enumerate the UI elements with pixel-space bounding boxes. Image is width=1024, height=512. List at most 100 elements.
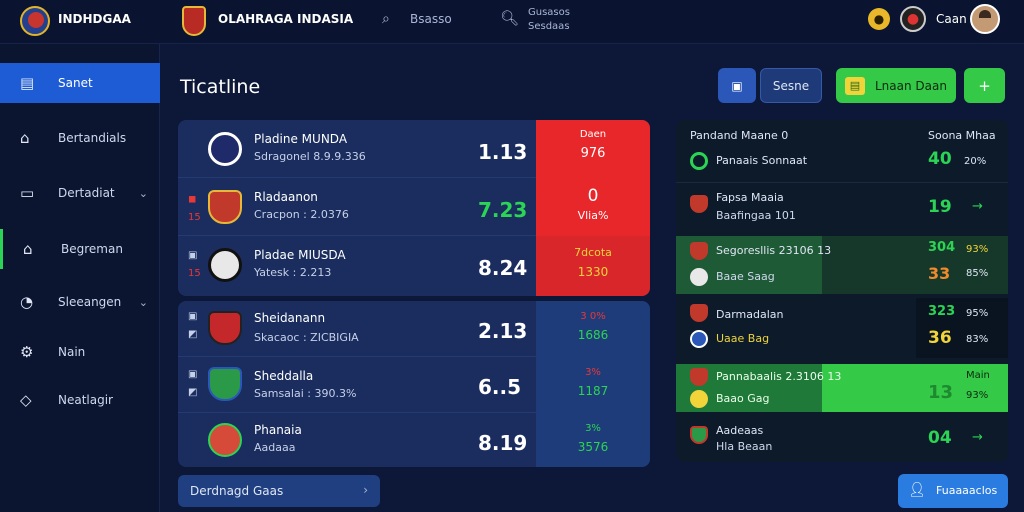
score: 2.13: [478, 319, 528, 343]
team-name: Pladine MUNDA: [254, 132, 348, 146]
sidebar-item-sanet[interactable]: ▤ Sanet: [0, 63, 160, 103]
sidebar-item-sleeangen[interactable]: ◔ Sleeangen ⌄: [0, 282, 160, 322]
team-sub: Samsalai : 390.3%: [254, 387, 357, 400]
row-value: 323: [928, 304, 956, 319]
live-scores-panel: Pandand Maane 0 Soona Mhaa Panaais Sonna…: [676, 120, 1008, 462]
row-value2: 33: [928, 264, 951, 283]
table-row[interactable]: ▣ ◩ Sheidanann Skacaoc : ZICBIGIA 2.13 3…: [178, 301, 650, 357]
scene-button[interactable]: Sesne: [760, 68, 822, 103]
list-item[interactable]: Aadeaas Hla Beaan 04 →: [676, 416, 1008, 462]
sidebar-item-neatlagir[interactable]: ◇ Neatlagir: [0, 380, 160, 420]
odds-top: 7dcota: [574, 246, 612, 259]
green-action-button[interactable]: ▤ Lnaan Daan: [836, 68, 956, 103]
sidebar-item-label: Begreman: [61, 242, 123, 256]
score: 1.13: [478, 140, 528, 164]
download-button[interactable]: Derdnagd Gaas ›: [178, 475, 380, 507]
grid-view-button[interactable]: ▣: [718, 68, 756, 103]
red-marker-icon: ◼: [188, 194, 197, 205]
list-item[interactable]: Pannabaalis 2.3106 13 Baao Gag Main 13 9…: [676, 364, 1008, 412]
notification-icon[interactable]: ●: [868, 8, 890, 30]
club-crest-icon: [182, 6, 206, 36]
team-badge: [208, 367, 242, 401]
avatar[interactable]: [970, 4, 1000, 34]
home-icon: ⌂: [20, 129, 30, 147]
team-badge: [208, 423, 242, 457]
odds-cell[interactable]: 0 Vlia%: [536, 178, 650, 236]
download-label: Derdnagd Gaas: [190, 484, 284, 498]
sidebar-item-label: Sleeangen: [58, 295, 122, 309]
news-icon: ▤: [20, 74, 35, 92]
odds-cell[interactable]: 3% 1187: [536, 357, 650, 413]
status-icon: [690, 152, 708, 170]
row-percent2: 85%: [966, 268, 989, 279]
team-badge: [208, 190, 242, 224]
followers-button[interactable]: 👤︎ Fuaaaaclos: [898, 474, 1008, 508]
sidebar-item-dertadiat[interactable]: ▭ Dertadiat ⌄: [0, 173, 160, 213]
table-row[interactable]: ▣ ◩ Sheddalla Samsalai : 390.3% 6..5 3% …: [178, 357, 650, 413]
sidebar-item-nain[interactable]: ⚙ Nain: [0, 332, 160, 372]
row-value: 04: [928, 428, 952, 448]
list-item[interactable]: Fapsa Maaia Baafingaa 101 19 →: [676, 182, 1008, 232]
odds-bottom: 1330: [577, 265, 609, 279]
list-icon: ▭: [20, 184, 35, 202]
user-name[interactable]: Caan: [936, 12, 967, 26]
table-row[interactable]: ◼ 15 Rladaanon Cracpon : 2.0376 7.23 0 V…: [178, 178, 650, 236]
list-item[interactable]: Panaais Sonnaat 40 20%: [676, 144, 1008, 178]
odds-bottom: 3576: [577, 440, 609, 454]
table-row[interactable]: Phanaia Aadaaa 8.19 3% 3576: [178, 413, 650, 467]
team-sub: Cracpon : 2.0376: [254, 208, 349, 221]
diamond-icon: ◇: [20, 391, 32, 409]
app-logo[interactable]: [20, 6, 50, 36]
odds-cell[interactable]: 3 0% 1686: [536, 301, 650, 357]
add-button[interactable]: +: [964, 68, 1005, 103]
match-panel-bottom: ▣ ◩ Sheidanann Skacaoc : ZICBIGIA 2.13 3…: [178, 301, 650, 467]
odds-top: 3%: [585, 367, 601, 378]
score-bg: [916, 298, 1008, 358]
row-value: 19: [928, 197, 952, 217]
table-row[interactable]: ▣ 15 Pladae MIUSDA Yatesk : 2.213 8.24 7…: [178, 236, 650, 296]
chevron-down-icon[interactable]: ⌄: [138, 186, 148, 200]
team-badge: [208, 132, 242, 166]
sidebar-item-bertandials[interactable]: ⌂ Bertandials: [0, 118, 160, 158]
team-crest-icon: [690, 368, 708, 386]
row-label: Segoresllis 23106 13: [716, 244, 832, 257]
arrow-right-icon[interactable]: →: [972, 430, 983, 445]
match-panel-top: Pladine MUNDA Sdragonel 8.9.9.336 1.13 D…: [178, 120, 650, 296]
sidebar-item-label: Dertadiat: [58, 186, 115, 200]
search-label[interactable]: Bsasso: [410, 12, 452, 26]
odds-bottom: 1187: [577, 384, 609, 398]
row-sub: Baafingaa 101: [716, 209, 796, 222]
grid-icon: ▣: [188, 250, 198, 261]
user-icon: 👤︎: [908, 482, 926, 498]
ticket-icon: ▤: [845, 76, 865, 95]
chevron-right-icon: ›: [363, 483, 368, 497]
list-item[interactable]: Darmadalan Uaae Bag 323 95% 36 83%: [676, 298, 1008, 358]
stats-label: Gusasos Sesdaas: [528, 6, 570, 34]
team-badge: [208, 311, 242, 345]
ball-icon[interactable]: ●: [900, 6, 926, 32]
sidebar-item-begreman[interactable]: ⌂ Begreman: [0, 229, 160, 269]
row-value: 40: [928, 149, 952, 169]
row-sub: Uaae Bag: [716, 332, 770, 345]
list-item[interactable]: Segoresllis 23106 13 Baae Saag 304 93% 3…: [676, 236, 1008, 294]
odds-top: 0: [587, 186, 599, 206]
odds-cell[interactable]: Daen 976: [536, 120, 650, 178]
odds-cell[interactable]: 7dcota 1330: [536, 236, 650, 296]
search-icon[interactable]: ⌕: [382, 11, 390, 27]
stats-search-icon[interactable]: 🔍︎: [500, 9, 520, 27]
house-icon: ⌂: [23, 240, 33, 258]
arrow-right-icon[interactable]: →: [972, 199, 983, 214]
team-sub: Yatesk : 2.213: [254, 266, 332, 279]
table-row[interactable]: Pladine MUNDA Sdragonel 8.9.9.336 1.13 D…: [178, 120, 650, 178]
row-label: Aadeaas: [716, 424, 764, 437]
chevron-down-icon[interactable]: ⌄: [138, 295, 148, 309]
team-crest-icon: [690, 390, 708, 408]
row-value2: 36: [928, 328, 952, 348]
followers-label: Fuaaaaclos: [936, 484, 998, 497]
sidebar-item-label: Sanet: [58, 76, 93, 90]
user-icon: ◔: [20, 293, 34, 311]
odds-cell[interactable]: 3% 3576: [536, 413, 650, 467]
brand-name: INDHDGAA: [58, 12, 131, 26]
sidebar-item-label: Neatlagir: [58, 393, 113, 407]
sidebar-item-label: Nain: [58, 345, 86, 359]
